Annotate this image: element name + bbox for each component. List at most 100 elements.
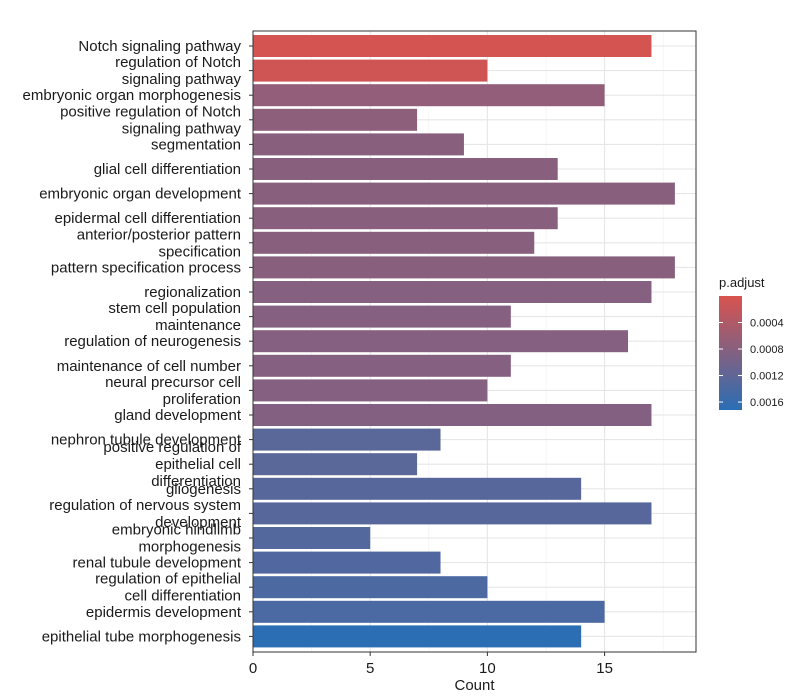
bar	[253, 330, 629, 353]
y-tick-label: glial cell differentiation	[94, 161, 241, 178]
y-tick-label-line: maintenance	[155, 317, 241, 334]
y-tick-label-line: development	[155, 514, 242, 531]
y-tick-label-line: renal tubule development	[73, 555, 242, 572]
bar	[253, 35, 652, 57]
plot-border	[252, 30, 697, 653]
bar	[253, 231, 535, 254]
y-tick-label-line: gliogenesis	[166, 481, 241, 498]
bar	[253, 576, 488, 599]
y-tick-label: nephron tubule development	[51, 432, 242, 449]
y-tick-label-line: signaling pathway	[122, 120, 242, 137]
x-axis: 0 5 10 15	[249, 652, 613, 677]
bar	[253, 600, 605, 623]
y-tick-label: embryonic organ development	[39, 186, 242, 203]
y-tick-label: regulation of Notch signaling pathway	[115, 54, 241, 88]
y-tick-label: epidermal cell differentiation	[55, 210, 242, 227]
y-tick-label-line: epithelial tube morphogenesis	[42, 628, 241, 645]
bars	[253, 35, 675, 648]
y-tick-label-line: regulation of epithelial	[95, 571, 241, 588]
bar	[253, 527, 371, 549]
y-tick-label-line: positive regulation of	[103, 439, 241, 456]
y-tick-label: regionalization	[144, 284, 241, 301]
y-tick-label-line: segmentation	[151, 136, 241, 153]
y-tick-label-line: regulation of neurogenesis	[64, 333, 241, 350]
x-tick-label: 0	[249, 660, 257, 677]
x-tick-label: 15	[596, 660, 613, 677]
y-tick-label: regulation of neurogenesis	[64, 333, 241, 350]
y-tick-label: pattern specification process	[51, 259, 241, 276]
bar	[253, 354, 511, 377]
legend-tick-label: 0.0008	[750, 344, 784, 356]
y-tick-label: gland development	[114, 407, 242, 424]
y-tick-label: anterior/posterior pattern specification	[77, 226, 241, 260]
bar	[253, 84, 605, 107]
y-tick-label: Notch signaling pathway	[78, 38, 241, 55]
y-tick-label-line: regionalization	[144, 284, 241, 301]
bar	[253, 256, 675, 279]
y-tick-label-line: pattern specification process	[51, 259, 241, 276]
y-tick-label-line: maintenance of cell number	[57, 358, 241, 375]
x-axis-title: Count	[454, 677, 495, 694]
y-tick-label: maintenance of cell number	[57, 358, 241, 375]
y-tick-label-line: stem cell population	[108, 300, 241, 317]
bar	[253, 59, 488, 82]
y-tick-label-line: epidermis development	[86, 604, 242, 621]
y-tick-label: embryonic organ morphogenesis	[23, 87, 241, 104]
y-tick-label-line: regulation of nervous system	[49, 497, 241, 514]
bar	[253, 625, 582, 648]
legend-tick-label: 0.0012	[750, 371, 784, 383]
y-tick-label-line: embryonic hindlimb	[112, 522, 241, 539]
bar	[253, 502, 652, 525]
y-tick-label-line: proliferation	[163, 391, 241, 408]
bar	[253, 404, 652, 426]
bar	[253, 158, 558, 180]
y-tick-label: segmentation	[151, 136, 241, 153]
bar	[253, 133, 464, 156]
legend: p.adjust 0.0004 0.0008 0.0012 0.0016	[719, 275, 784, 410]
legend-title: p.adjust	[719, 275, 765, 290]
y-tick-label-line: Notch signaling pathway	[78, 38, 241, 55]
y-tick-label-line: epithelial cell	[155, 456, 241, 473]
y-tick-label-line: nephron tubule development	[51, 432, 242, 449]
y-tick-label-line: neural precursor cell	[105, 374, 241, 391]
y-tick-label-line: epidermal cell differentiation	[55, 210, 242, 227]
y-tick-label-line: specification	[158, 243, 241, 260]
bar	[253, 305, 511, 328]
bar	[253, 207, 558, 230]
y-tick-label-line: anterior/posterior pattern	[77, 226, 241, 243]
legend-tick-label: 0.0016	[750, 397, 784, 409]
y-tick-label: epithelial tube morphogenesis	[42, 628, 241, 645]
bar	[253, 182, 675, 205]
y-tick-label-line: positive regulation of Notch	[60, 103, 241, 120]
y-tick-label: positive regulation of Notch signaling pa…	[60, 103, 241, 137]
y-tick-label-line: regulation of Notch	[115, 54, 241, 71]
bar	[253, 477, 582, 500]
y-tick-label-line: signaling pathway	[122, 71, 242, 88]
y-tick-label-line: glial cell differentiation	[94, 161, 241, 178]
y-tick-label: embryonic hindlimb morphogenesis	[112, 522, 241, 556]
y-tick-label-line: cell differentiation	[125, 588, 241, 605]
y-tick-label: regulation of nervous system development	[49, 497, 242, 531]
y-tick-label-line: embryonic organ development	[39, 186, 242, 203]
y-tick-label: stem cell population maintenance	[108, 300, 241, 334]
bar	[253, 428, 441, 451]
bar	[253, 453, 418, 476]
y-tick-label: regulation of epithelial cell differentia…	[95, 571, 241, 605]
y-tick-label: renal tubule development	[73, 555, 242, 572]
bar	[253, 551, 441, 574]
x-tick-label: 5	[366, 660, 374, 677]
y-tick-label: neural precursor cell proliferation	[105, 374, 241, 408]
bar	[253, 108, 418, 131]
legend-tick-label: 0.0004	[750, 318, 784, 330]
y-tick-label: positive regulation of epithelial cell dif…	[103, 439, 241, 490]
bar	[253, 379, 488, 402]
y-tick-label-line: embryonic organ morphogenesis	[23, 87, 241, 104]
bar	[253, 281, 652, 303]
legend-colorbar	[719, 296, 742, 410]
x-tick-label: 10	[479, 660, 496, 677]
y-tick-label-line: morphogenesis	[138, 539, 241, 556]
y-tick-label: epidermis development	[86, 604, 242, 621]
y-tick-label-line: gland development	[114, 407, 242, 424]
